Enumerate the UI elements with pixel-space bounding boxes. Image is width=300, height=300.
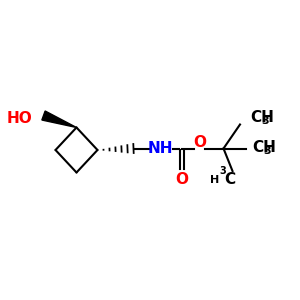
Polygon shape (42, 111, 76, 128)
Text: CH: CH (252, 140, 276, 154)
Text: C: C (224, 172, 236, 188)
Text: HO: HO (7, 111, 32, 126)
Text: 3: 3 (263, 146, 271, 156)
Text: NH: NH (148, 141, 173, 156)
Text: O: O (175, 172, 188, 188)
Text: 3: 3 (220, 166, 226, 176)
Text: O: O (193, 135, 206, 150)
Text: 3: 3 (261, 116, 268, 126)
Text: CH: CH (250, 110, 274, 124)
Text: H: H (210, 175, 219, 185)
